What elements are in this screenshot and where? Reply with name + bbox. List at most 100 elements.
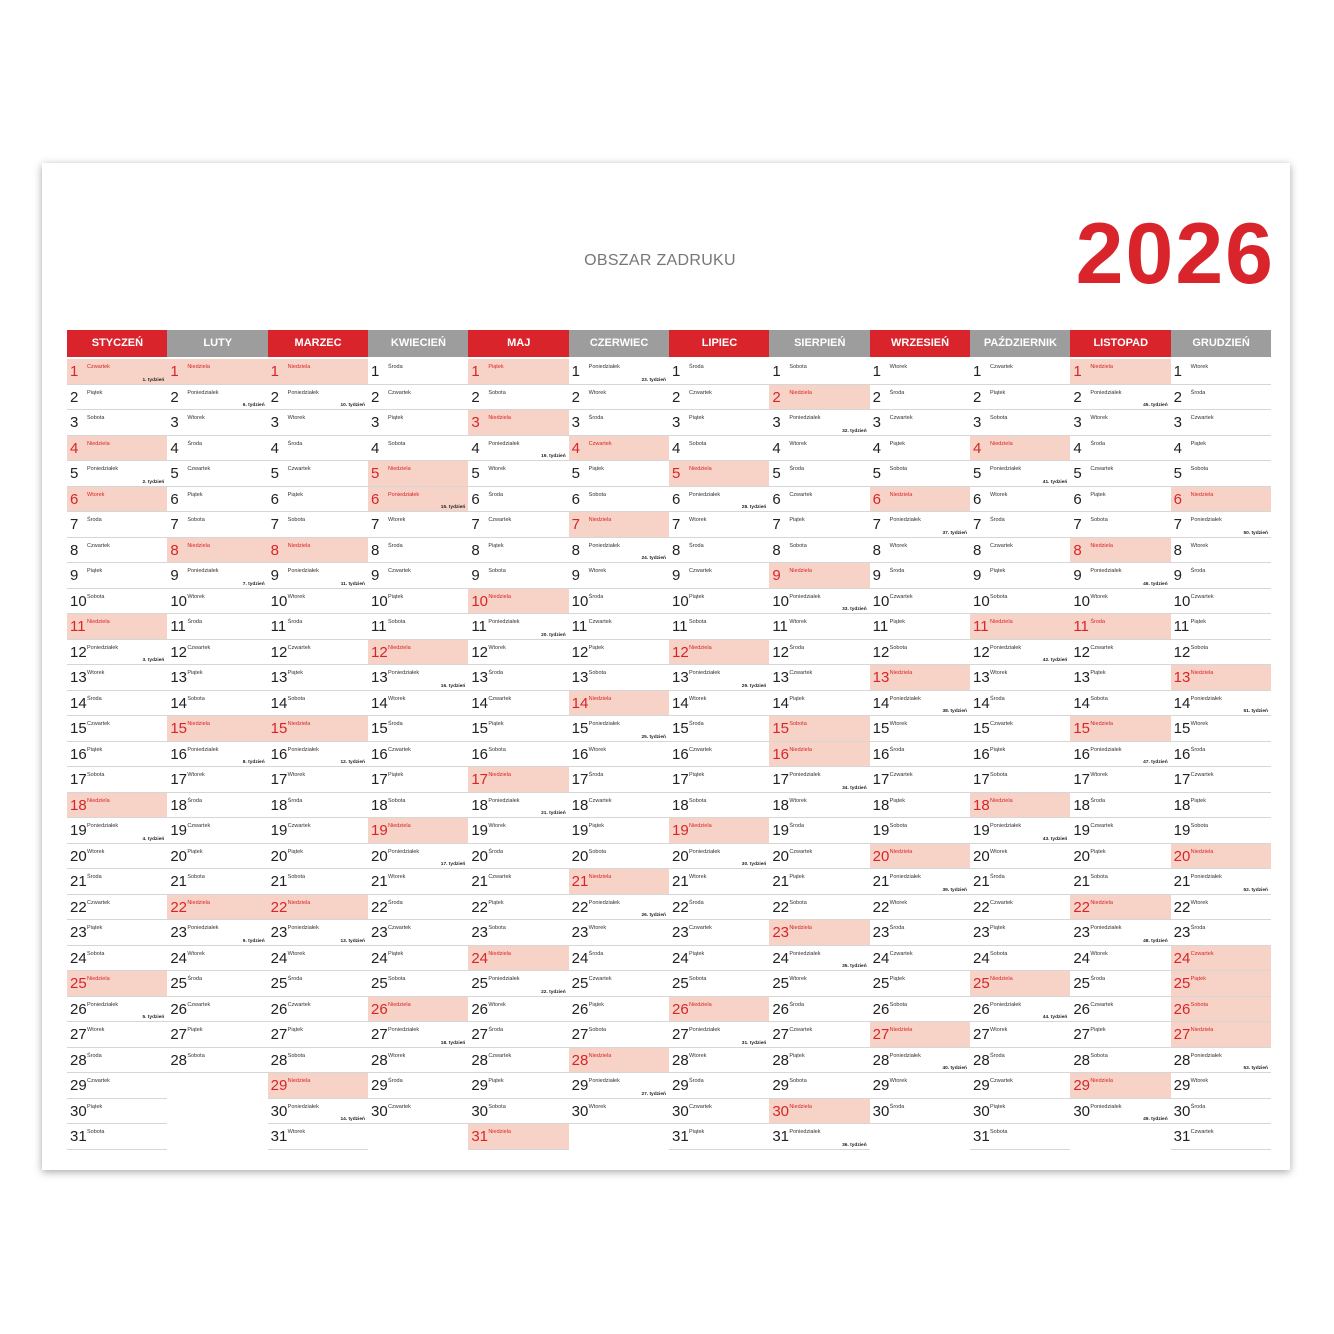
day-number: 27	[170, 1026, 188, 1043]
day-cell: 9 Piątek	[67, 563, 168, 589]
weekday: Niedziela	[287, 721, 311, 727]
weekday: Niedziela	[889, 1027, 913, 1033]
day-cell: 13 Czwartek	[769, 665, 870, 691]
day-number: 12	[571, 643, 589, 661]
day-number: 15	[1073, 720, 1091, 737]
day-cell: 24 Poniedziałek 35. tydzień	[769, 946, 870, 971]
weekday: Poniedziałek	[990, 644, 1022, 651]
day-cell: 19 Sobota	[1170, 818, 1271, 844]
day-cell: 17 Sobota	[970, 767, 1071, 793]
day-number: 15	[672, 720, 689, 737]
day-cell: 11 Niedziela	[67, 614, 168, 640]
weekday: Sobota	[990, 1129, 1008, 1135]
day-number: 10	[1073, 592, 1091, 610]
day-number: 18	[170, 796, 188, 814]
weekday: Sobota	[789, 364, 807, 370]
day-cell: 9 Czwartek	[669, 563, 770, 589]
day-cell: 27 Środa	[468, 1022, 569, 1048]
day-number: 26	[772, 1000, 790, 1018]
weekday: Wtorek	[488, 644, 506, 651]
weekday: Środa	[588, 593, 604, 600]
day-number: 26	[872, 1000, 890, 1018]
day-cell: 4 Sobota	[368, 436, 469, 461]
day-number: 31	[270, 1128, 288, 1145]
day-number: 28	[471, 1051, 489, 1069]
weekday: Środa	[488, 491, 504, 498]
day-cell: 23 Sobota	[468, 920, 569, 946]
day-cell: 11 Wtorek	[769, 614, 870, 640]
day-cell: 13 Sobota	[568, 665, 669, 691]
day-cell: 4 Sobota	[669, 436, 770, 461]
day-number: 29	[471, 1077, 489, 1094]
day-cell: 25 Środa	[167, 971, 268, 997]
weekday: Poniedziałek	[789, 950, 821, 957]
week-number: 53. tydzień	[1243, 1066, 1268, 1071]
day-cell: 27 Czwartek	[769, 1022, 870, 1048]
day-cell: 25 Środa	[267, 971, 368, 997]
day-number: 5	[471, 465, 480, 482]
day-number: 28	[872, 1051, 890, 1069]
day-number: 12	[872, 643, 890, 661]
weekday: Piątek	[990, 1103, 1006, 1110]
day-cell: 31 Wtorek	[267, 1124, 368, 1150]
day-number: 24	[1173, 949, 1191, 967]
weekday: Środa	[287, 619, 303, 625]
month-header: PAŹDZIERNIK	[970, 330, 1071, 357]
day-number: 6	[672, 490, 681, 508]
weekday: Czwartek	[689, 1103, 712, 1110]
day-cell: 15 Sobota	[769, 716, 870, 742]
day-number: 19	[772, 822, 790, 839]
day-cell: 13 Poniedziałek 29. tydzień	[669, 665, 770, 691]
day-cell: 4 Poniedziałek 19. tydzień	[468, 436, 569, 461]
day-cell: 31 Niedziela	[468, 1124, 569, 1150]
day-number: 4	[1073, 439, 1082, 457]
day-cell: 11 Środa	[1070, 614, 1171, 640]
day-number: 28	[371, 1051, 388, 1069]
weekday: Czwartek	[1190, 772, 1214, 778]
day-number: 20	[371, 847, 388, 865]
weekday: Piątek	[87, 389, 103, 396]
weekday: Niedziela	[588, 874, 612, 880]
day-number: 13	[170, 669, 188, 686]
weekday: Poniedziałek	[1090, 568, 1122, 574]
weekday: Piątek	[187, 848, 203, 855]
day-number: 12	[973, 643, 990, 661]
day-cell: 13 Niedziela	[869, 665, 970, 691]
weekday: Piątek	[388, 415, 404, 421]
day-cell: 29 Środa	[669, 1073, 770, 1099]
day-number: 2	[872, 388, 881, 406]
week-number: 37. tydzień	[942, 530, 967, 536]
day-number: 22	[70, 898, 87, 916]
day-cell: 5 Czwartek	[167, 461, 268, 487]
day-number: 27	[571, 1026, 589, 1043]
day-cell: 15 Poniedziałek 25. tydzień	[568, 716, 669, 742]
day-cell: 30 Środa	[1170, 1099, 1271, 1124]
day-cell: 26 Sobota	[869, 997, 970, 1022]
weekday: Środa	[889, 389, 905, 396]
weekday: Piątek	[87, 925, 103, 931]
weekday: Środa	[789, 466, 805, 472]
weekday: Poniedziałek	[187, 389, 219, 396]
day-number: 3	[672, 414, 681, 431]
day-number: 11	[70, 618, 86, 635]
day-number: 13	[70, 669, 87, 686]
weekday: Niedziela	[488, 1129, 511, 1135]
day-number: 7	[471, 516, 480, 533]
day-number: 12	[371, 643, 388, 661]
day-number: 4	[170, 439, 179, 457]
day-number: 11	[1173, 618, 1190, 635]
weekday: Sobota	[1190, 823, 1209, 829]
day-number: 4	[371, 439, 380, 457]
day-cell: 13 Wtorek	[970, 665, 1071, 691]
day-number: 11	[672, 618, 688, 635]
day-number: 26	[1073, 1000, 1091, 1018]
weekday: Czwartek	[990, 542, 1013, 549]
day-cell: 27 Wtorek	[970, 1022, 1071, 1048]
week-number: 25. tydzień	[641, 734, 666, 740]
day-number: 7	[170, 516, 179, 533]
weekday: Czwartek	[889, 593, 913, 600]
day-cell: 1 Środa	[368, 359, 469, 385]
weekday: Piątek	[990, 925, 1006, 931]
weekday: Sobota	[990, 593, 1008, 600]
day-number: 31	[70, 1128, 87, 1145]
